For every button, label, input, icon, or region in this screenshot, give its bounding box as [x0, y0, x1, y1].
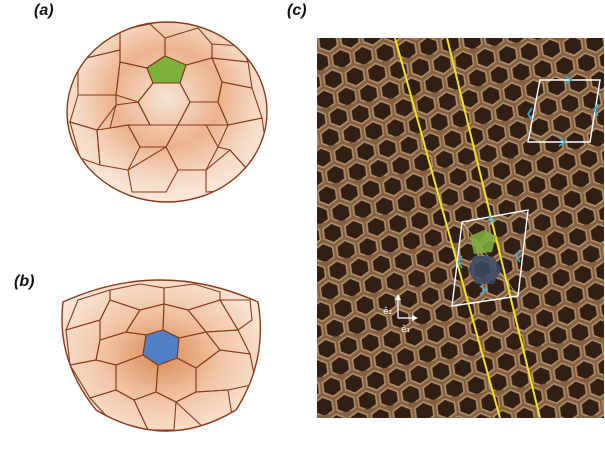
e1-label: ê₁: [401, 324, 411, 335]
guide-line-left: [394, 38, 501, 418]
e2-label: ê₂: [383, 306, 393, 317]
pentagon-green-photo: [470, 230, 496, 254]
panel-a-label: (a): [34, 2, 54, 19]
frame-upper-right: [527, 79, 601, 143]
panel-b-saddle: [61, 279, 262, 432]
panel-c-label: (c): [287, 2, 307, 19]
panel-c-honeycomb: [317, 38, 604, 418]
hexagon-dark-photo: [468, 256, 502, 284]
pentagon-blue: [142, 329, 180, 366]
unit-vectors: [395, 294, 418, 321]
panel-b-label: (b): [14, 273, 35, 290]
panel-a-dome: [66, 21, 268, 203]
pentagon-green: [146, 55, 187, 84]
guide-line-right: [446, 38, 541, 418]
